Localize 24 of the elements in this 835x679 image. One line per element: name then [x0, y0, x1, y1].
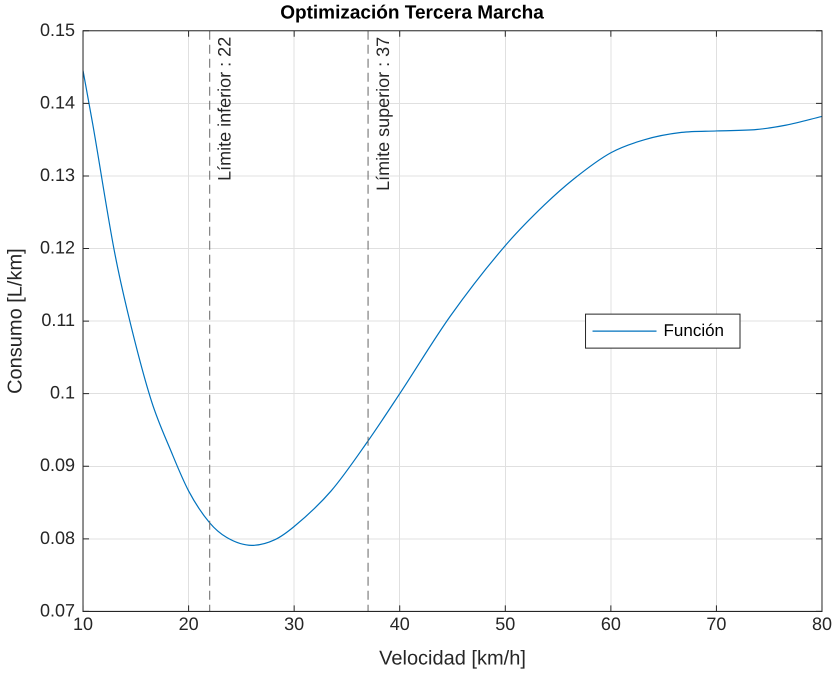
x-axis-title: Velocidad [km/h] — [379, 648, 526, 670]
y-tick-label: 0.13 — [40, 164, 76, 185]
ref-line-label: Límite inferior : 22 — [214, 36, 235, 181]
y-axis-title: Consumo [L/km] — [4, 248, 27, 394]
x-tick-label: 80 — [812, 614, 832, 634]
y-tick-label: 0.09 — [40, 455, 76, 476]
y-tick-label: 0.11 — [41, 310, 76, 330]
x-tick-label: 20 — [178, 614, 199, 634]
y-tick-label: 0.12 — [40, 237, 76, 258]
ref-line-label: Límite superior : 37 — [373, 36, 394, 191]
x-tick-label: 10 — [73, 614, 94, 634]
legend-label: Función — [664, 320, 724, 340]
y-tick-label: 0.07 — [40, 600, 76, 620]
line-series — [83, 70, 822, 546]
y-tick-label: 0.14 — [40, 92, 76, 112]
x-tick-label: 30 — [284, 614, 304, 634]
x-tick-label: 70 — [706, 614, 726, 634]
chart-title: Optimización Tercera Marcha — [280, 2, 544, 24]
y-tick-label: 0.08 — [40, 528, 76, 548]
y-tick-label: 0.15 — [40, 20, 76, 40]
x-tick-label: 60 — [600, 614, 621, 634]
x-tick-label: 40 — [390, 614, 410, 634]
y-tick-label: 0.1 — [50, 382, 76, 403]
x-tick-label: 50 — [495, 614, 516, 634]
